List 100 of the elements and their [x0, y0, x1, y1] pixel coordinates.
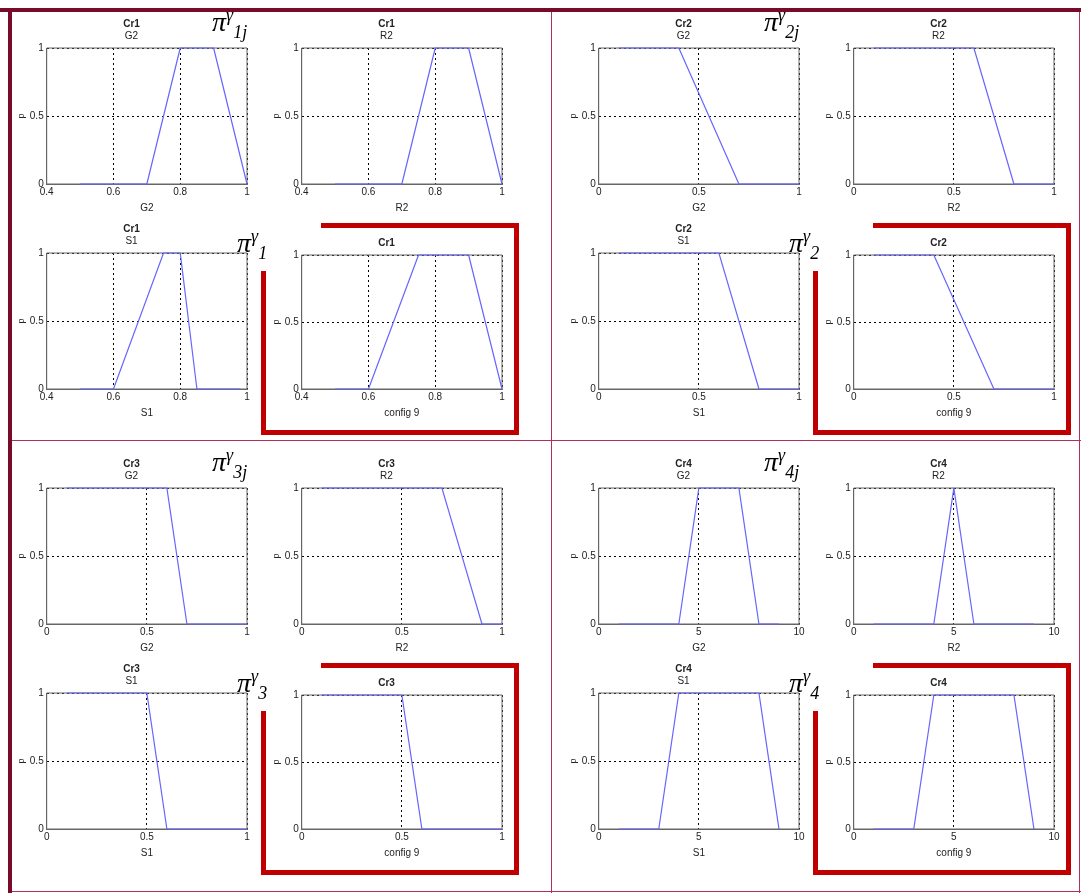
x-axis-title: S1: [140, 406, 154, 418]
chart-title: Cr2: [675, 17, 693, 29]
y-tick-label: 0: [590, 177, 597, 189]
x-tick-label: 5: [696, 625, 703, 637]
y-tick-label: 0.5: [284, 755, 300, 767]
x-axis-title: config 9: [384, 406, 420, 418]
y-axis-title: p: [15, 113, 26, 119]
y-tick-label: 1: [845, 481, 852, 493]
x-tick-label: 5: [951, 830, 958, 842]
chart-subtitle: G2: [676, 469, 691, 481]
y-tick-label: 0.5: [836, 755, 852, 767]
y-tick-label: 0: [293, 617, 300, 629]
y-tick-label: 1: [38, 481, 45, 493]
x-tick-label: 0.8: [428, 185, 443, 197]
x-tick-label: 1: [499, 390, 506, 402]
y-tick-label: 1: [293, 41, 300, 53]
chart-title: Cr1: [123, 222, 141, 234]
chart-title: Cr3: [378, 676, 396, 688]
chart-title: Cr1: [378, 17, 396, 29]
y-tick-label: 1: [845, 41, 852, 53]
chart-title: Cr4: [675, 662, 693, 674]
x-axis-title: R2: [395, 201, 409, 213]
y-axis-title: p: [822, 113, 833, 119]
y-tick-label: 0.5: [836, 315, 852, 327]
x-tick-label: 1: [796, 185, 803, 197]
y-tick-label: 0.5: [581, 549, 597, 561]
x-tick-label: 1: [1051, 185, 1058, 197]
x-tick-label: 10: [793, 830, 805, 842]
y-tick-label: 0.5: [29, 314, 45, 326]
chart-title: Cr1: [123, 17, 141, 29]
y-tick-label: 1: [38, 246, 45, 258]
x-tick-label: 0.8: [173, 185, 188, 197]
chart-title: Cr2: [930, 236, 948, 248]
chart-title: Cr4: [930, 676, 948, 688]
x-tick-label: 0.5: [691, 390, 707, 402]
y-axis-title: p: [567, 113, 578, 119]
y-tick-label: 0.5: [29, 109, 45, 121]
x-tick-label: 1: [1051, 390, 1058, 402]
chart-subtitle: R2: [932, 29, 946, 41]
y-tick-label: 1: [38, 686, 45, 698]
x-tick-label: 5: [696, 830, 703, 842]
x-tick-label: 1: [244, 830, 251, 842]
y-tick-label: 0: [845, 177, 852, 189]
chart-subtitle: G2: [124, 29, 139, 41]
y-tick-label: 0: [38, 617, 45, 629]
chart-title: Cr1: [378, 236, 396, 248]
y-tick-label: 1: [590, 41, 597, 53]
y-tick-label: 0.5: [284, 549, 300, 561]
x-tick-label: 0.5: [394, 625, 410, 637]
y-axis-title: p: [270, 113, 281, 119]
x-axis-title: G2: [140, 201, 154, 213]
y-tick-label: 0: [590, 822, 597, 834]
x-tick-label: 0.8: [428, 390, 443, 402]
x-tick-label: 0.6: [361, 390, 376, 402]
x-tick-label: 1: [244, 185, 251, 197]
x-tick-label: 0.5: [139, 830, 155, 842]
y-axis-title: p: [270, 319, 281, 325]
y-tick-label: 1: [293, 248, 300, 260]
x-tick-label: 0.5: [691, 185, 707, 197]
y-tick-label: 1: [590, 686, 597, 698]
x-tick-label: 1: [796, 390, 803, 402]
y-axis-title: p: [822, 759, 833, 765]
y-axis-title: p: [15, 758, 26, 764]
x-axis-title: config 9: [936, 846, 972, 858]
y-tick-label: 0.5: [29, 549, 45, 561]
y-tick-label: 0.5: [29, 754, 45, 766]
chart-subtitle: G2: [124, 469, 139, 481]
x-tick-label: 5: [951, 625, 958, 637]
chart-title: Cr2: [930, 17, 948, 29]
x-tick-label: 1: [499, 830, 506, 842]
y-axis-title: p: [15, 318, 26, 324]
x-tick-label: 1: [244, 390, 251, 402]
x-tick-label: 0.5: [946, 390, 962, 402]
chart-title: Cr3: [123, 457, 141, 469]
chart-subtitle: R2: [380, 29, 394, 41]
y-tick-label: 0.5: [581, 314, 597, 326]
y-axis-title: p: [822, 553, 833, 559]
chart-subtitle: G2: [676, 29, 691, 41]
chart-title: Cr3: [378, 457, 396, 469]
x-axis-title: G2: [692, 641, 706, 653]
y-tick-label: 0: [293, 822, 300, 834]
x-axis-title: S1: [140, 846, 154, 858]
x-axis-title: S1: [692, 846, 706, 858]
x-axis-title: R2: [395, 641, 409, 653]
y-tick-label: 1: [590, 481, 597, 493]
chart-subtitle: S1: [125, 234, 139, 246]
x-axis-title: config 9: [384, 846, 420, 858]
y-axis-title: p: [270, 759, 281, 765]
chart-subtitle: R2: [932, 469, 946, 481]
x-tick-label: 0.6: [106, 390, 121, 402]
y-tick-label: 0.5: [836, 549, 852, 561]
x-axis-title: G2: [692, 201, 706, 213]
y-tick-label: 1: [293, 481, 300, 493]
chart-title: Cr3: [123, 662, 141, 674]
x-tick-label: 0.5: [139, 625, 155, 637]
x-axis-title: config 9: [936, 406, 972, 418]
x-tick-label: 0.6: [106, 185, 121, 197]
y-tick-label: 0.5: [284, 109, 300, 121]
x-axis-title: R2: [947, 201, 961, 213]
y-axis-title: p: [822, 319, 833, 325]
